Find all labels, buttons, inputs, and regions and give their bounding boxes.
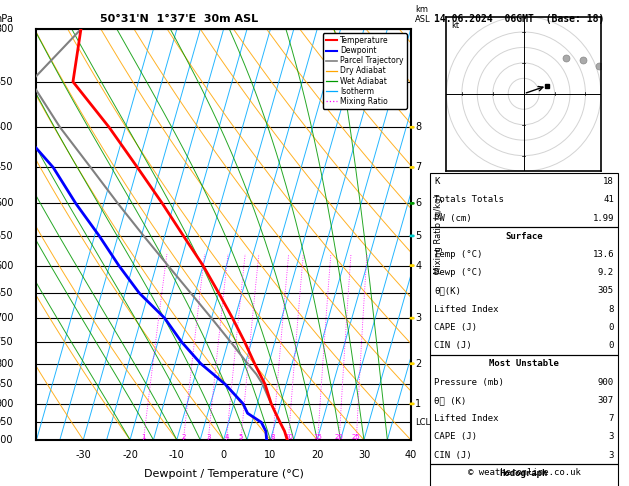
- Text: 8: 8: [608, 305, 614, 314]
- Text: 7: 7: [608, 414, 614, 423]
- Text: 8: 8: [270, 434, 275, 440]
- Text: Lifted Index: Lifted Index: [434, 305, 499, 314]
- Text: 850: 850: [0, 380, 13, 389]
- Text: 9.2: 9.2: [598, 268, 614, 278]
- Text: 500: 500: [0, 198, 13, 208]
- Text: 25: 25: [352, 434, 360, 440]
- Text: CIN (J): CIN (J): [434, 341, 472, 350]
- Text: 1000: 1000: [0, 435, 13, 445]
- Text: 14.06.2024  06GMT  (Base: 18): 14.06.2024 06GMT (Base: 18): [434, 14, 604, 24]
- Text: Temp (°C): Temp (°C): [434, 250, 482, 259]
- Text: CIN (J): CIN (J): [434, 451, 472, 460]
- Text: 10: 10: [284, 434, 293, 440]
- Text: CAPE (J): CAPE (J): [434, 323, 477, 332]
- Text: 300: 300: [0, 24, 13, 34]
- Text: 50°31'N  1°37'E  30m ASL: 50°31'N 1°37'E 30m ASL: [99, 14, 258, 24]
- Text: LCL: LCL: [415, 418, 430, 427]
- Text: -30: -30: [75, 450, 91, 460]
- Text: hPa: hPa: [0, 14, 13, 24]
- Text: Dewpoint / Temperature (°C): Dewpoint / Temperature (°C): [143, 469, 304, 479]
- Text: 15: 15: [313, 434, 322, 440]
- Text: 40: 40: [404, 450, 417, 460]
- Text: Hodograph: Hodograph: [500, 469, 548, 478]
- Text: 900: 900: [598, 378, 614, 387]
- Text: 305: 305: [598, 286, 614, 295]
- Text: 0: 0: [221, 450, 226, 460]
- Text: 18: 18: [603, 177, 614, 186]
- Text: 5: 5: [239, 434, 243, 440]
- Text: kt: kt: [451, 21, 459, 30]
- Text: 4: 4: [225, 434, 229, 440]
- Text: PW (cm): PW (cm): [434, 213, 472, 223]
- Text: Most Unstable: Most Unstable: [489, 359, 559, 368]
- Text: 3: 3: [206, 434, 211, 440]
- Text: 3: 3: [415, 313, 421, 323]
- Text: 5: 5: [415, 231, 421, 241]
- Text: 950: 950: [0, 417, 13, 427]
- Text: 307: 307: [598, 396, 614, 405]
- Text: 10: 10: [264, 450, 277, 460]
- Text: 7: 7: [415, 162, 421, 173]
- Text: -20: -20: [122, 450, 138, 460]
- Text: 2: 2: [181, 434, 186, 440]
- Text: 600: 600: [0, 260, 13, 271]
- Text: 550: 550: [0, 231, 13, 241]
- Text: K: K: [434, 177, 440, 186]
- Text: Lifted Index: Lifted Index: [434, 414, 499, 423]
- Text: θᴜ (K): θᴜ (K): [434, 396, 466, 405]
- Text: 0: 0: [608, 341, 614, 350]
- Text: © weatheronline.co.uk: © weatheronline.co.uk: [467, 468, 581, 477]
- Text: 3: 3: [608, 432, 614, 441]
- Text: 3: 3: [608, 451, 614, 460]
- Text: 2: 2: [415, 359, 421, 369]
- Text: Surface: Surface: [505, 232, 543, 241]
- Text: 650: 650: [0, 288, 13, 298]
- Text: 350: 350: [0, 77, 13, 87]
- Text: -10: -10: [169, 450, 185, 460]
- Text: 1.99: 1.99: [593, 213, 614, 223]
- Text: 20: 20: [311, 450, 323, 460]
- Text: Mixing Ratio (g/kg): Mixing Ratio (g/kg): [434, 195, 443, 274]
- Text: 800: 800: [0, 359, 13, 369]
- Text: θᴜ(K): θᴜ(K): [434, 286, 461, 295]
- Text: 20: 20: [335, 434, 343, 440]
- Text: 1: 1: [415, 399, 421, 409]
- Text: 450: 450: [0, 162, 13, 173]
- Text: 750: 750: [0, 337, 13, 347]
- Text: 4: 4: [415, 260, 421, 271]
- Text: 400: 400: [0, 122, 13, 132]
- Text: CAPE (J): CAPE (J): [434, 432, 477, 441]
- Text: 900: 900: [0, 399, 13, 409]
- Text: 30: 30: [358, 450, 370, 460]
- Text: 0: 0: [608, 323, 614, 332]
- Text: Pressure (mb): Pressure (mb): [434, 378, 504, 387]
- Text: Totals Totals: Totals Totals: [434, 195, 504, 205]
- Text: 1: 1: [142, 434, 146, 440]
- Text: 8: 8: [415, 122, 421, 132]
- Text: 6: 6: [415, 198, 421, 208]
- Text: km
ASL: km ASL: [415, 5, 431, 24]
- Text: Dewp (°C): Dewp (°C): [434, 268, 482, 278]
- Text: 700: 700: [0, 313, 13, 323]
- Text: 41: 41: [603, 195, 614, 205]
- Text: 13.6: 13.6: [593, 250, 614, 259]
- Legend: Temperature, Dewpoint, Parcel Trajectory, Dry Adiabat, Wet Adiabat, Isotherm, Mi: Temperature, Dewpoint, Parcel Trajectory…: [323, 33, 407, 109]
